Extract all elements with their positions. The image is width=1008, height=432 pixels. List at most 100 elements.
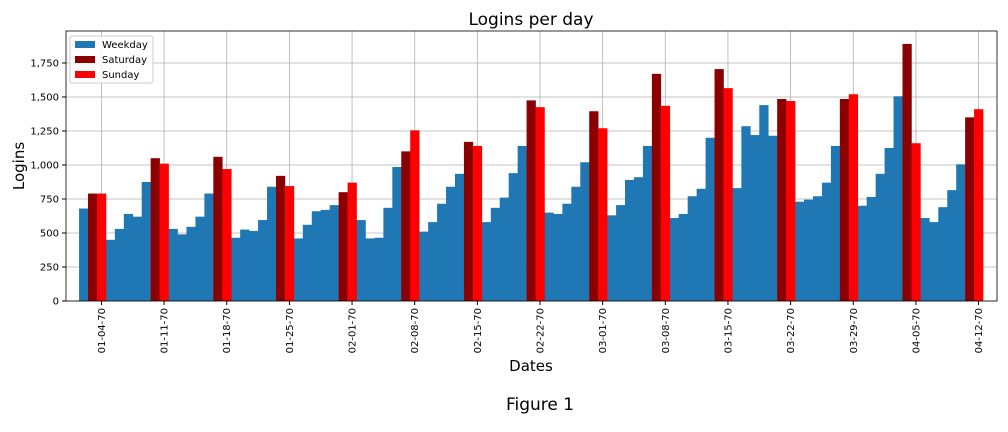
bar <box>401 151 411 301</box>
x-tick-label: 04-12-70 <box>974 308 985 353</box>
bar <box>714 69 724 302</box>
bar <box>562 203 572 301</box>
bar <box>741 126 751 301</box>
bar <box>696 188 706 301</box>
bar <box>607 215 617 301</box>
bar <box>956 164 966 301</box>
y-tick-label: 1,500 <box>30 92 59 103</box>
y-tick-label: 1,750 <box>30 58 59 69</box>
x-tick-label: 03-08-70 <box>661 308 672 353</box>
x-tick-label: 01-11-70 <box>160 308 171 353</box>
bar <box>105 239 116 301</box>
bar <box>517 145 527 301</box>
bar <box>965 117 975 301</box>
bar <box>571 186 581 301</box>
bar <box>848 94 859 302</box>
legend-label: Sunday <box>102 70 139 81</box>
x-tick-label: 02-08-70 <box>410 308 421 353</box>
bar <box>472 145 483 301</box>
bar <box>786 101 796 301</box>
x-tick-label: 02-01-70 <box>348 308 359 353</box>
x-tick-label: 01-18-70 <box>222 308 233 353</box>
bars <box>79 43 984 302</box>
y-tick-label: 250 <box>40 262 59 273</box>
y-tick-label: 1,250 <box>30 126 59 137</box>
bar <box>454 173 465 301</box>
bar <box>186 226 196 301</box>
figure-caption: Figure 1 <box>506 395 574 415</box>
bar <box>249 230 259 301</box>
chart-title: Logins per day <box>468 10 593 30</box>
bar <box>213 156 223 301</box>
y-tick-label: 500 <box>40 228 59 239</box>
bar <box>231 237 241 301</box>
bar <box>795 201 805 301</box>
bar <box>732 188 742 301</box>
bar <box>419 231 429 301</box>
bar <box>625 179 635 301</box>
bar <box>428 222 438 301</box>
bar <box>651 73 662 301</box>
bar <box>410 130 420 301</box>
bar <box>490 207 501 301</box>
bar <box>938 207 948 301</box>
bar <box>893 96 903 301</box>
bar <box>347 182 357 301</box>
bar <box>660 105 671 301</box>
bar <box>123 213 134 301</box>
legend-swatch <box>75 56 95 63</box>
bar <box>669 218 680 301</box>
bar <box>437 203 447 301</box>
bar <box>857 205 867 301</box>
bar <box>911 143 921 301</box>
bar <box>311 211 322 301</box>
x-tick-label: 03-29-70 <box>849 308 860 353</box>
bar <box>338 192 348 301</box>
plot-frame <box>65 30 998 302</box>
bar <box>150 158 160 301</box>
bar <box>839 99 850 302</box>
bar <box>875 173 885 301</box>
legend-swatch <box>75 71 95 78</box>
bar <box>365 238 375 301</box>
legend-swatch <box>75 41 95 48</box>
bar <box>633 177 644 301</box>
bar <box>723 88 733 301</box>
bar <box>222 169 232 301</box>
bar <box>159 163 169 301</box>
legend-label: Saturday <box>102 55 147 66</box>
bar <box>240 229 250 301</box>
x-tick-label: 02-22-70 <box>536 308 547 353</box>
bar <box>598 128 608 301</box>
bar <box>821 182 832 301</box>
bar <box>79 208 89 301</box>
x-tick-label: 03-01-70 <box>598 308 609 353</box>
bar <box>320 209 330 301</box>
bar <box>168 228 178 301</box>
bar <box>589 111 599 301</box>
bar <box>508 173 518 301</box>
x-axis-label: Dates <box>509 357 553 375</box>
y-tick-label: 0 <box>53 297 59 308</box>
bar <box>544 212 554 301</box>
bar <box>947 190 957 301</box>
y-axis-label: Logins <box>10 142 28 190</box>
y-tick-label: 1,000 <box>30 160 59 171</box>
bar <box>463 141 474 301</box>
bar <box>88 193 98 301</box>
bar <box>929 222 939 301</box>
x-tick-label: 04-05-70 <box>911 308 922 353</box>
bar <box>768 135 778 301</box>
x-tick-label: 03-22-70 <box>786 308 797 353</box>
x-tick-label: 02-15-70 <box>473 308 484 353</box>
bar <box>580 162 590 301</box>
bar <box>383 207 393 301</box>
x-tick-label: 01-25-70 <box>285 308 296 353</box>
bar <box>777 99 787 302</box>
bar <box>750 135 760 301</box>
bar <box>374 237 384 301</box>
bar <box>920 218 930 301</box>
bar <box>204 193 214 301</box>
bar <box>678 213 688 301</box>
bar <box>329 205 339 301</box>
